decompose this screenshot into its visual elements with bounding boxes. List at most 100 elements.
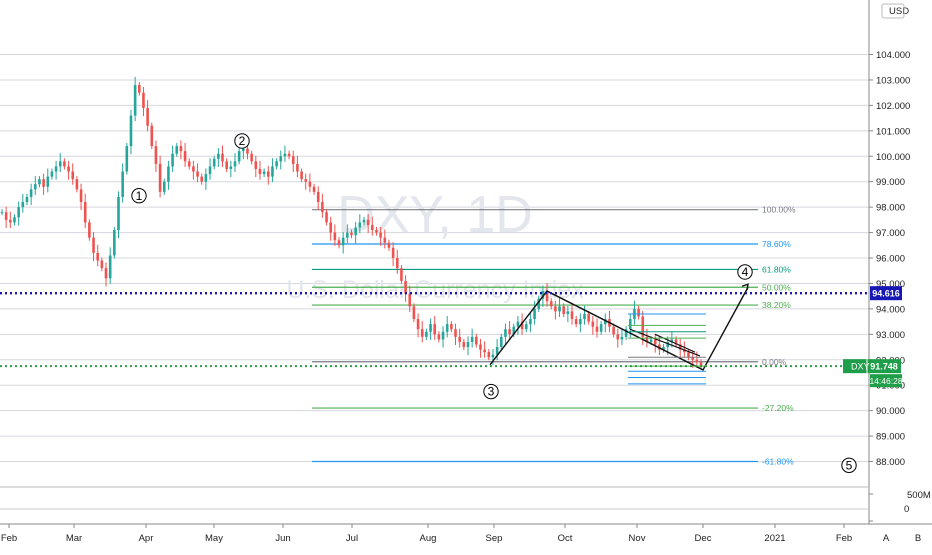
- candle-body: [208, 166, 212, 175]
- candle-body: [291, 156, 295, 164]
- candle-body: [678, 344, 682, 350]
- level-price-tag: [870, 286, 902, 301]
- candle-body: [649, 339, 653, 342]
- candle-body: [138, 85, 141, 93]
- candle-body: [296, 163, 299, 172]
- candle-body: [212, 158, 216, 167]
- candle-body: [158, 163, 162, 192]
- candle-body: [246, 148, 249, 154]
- time-tick-label: Sep: [486, 533, 503, 544]
- volume-tick-label: 0: [904, 504, 909, 515]
- candle-body: [113, 230, 116, 256]
- time-axis[interactable]: Feb Mar Apr May Jun Jul Aug Sep Oct Nov Dec 2021 Feb: [0, 523, 932, 544]
- candle-body: [129, 115, 133, 147]
- level-price-value: 94.616: [872, 289, 900, 299]
- candle-body: [108, 255, 112, 279]
- price-tick-label: 88.000: [876, 457, 905, 468]
- candle-body: [583, 313, 586, 320]
- candle-body: [25, 196, 29, 203]
- candle-body: [683, 349, 686, 353]
- candle-body: [354, 227, 357, 236]
- candle-body: [0, 212, 4, 214]
- candle-body: [54, 166, 58, 172]
- candle-body: [416, 319, 420, 330]
- candle-body: [29, 189, 33, 197]
- watermark: DXY, 1D U.S. Dollar Currency Index: [286, 186, 584, 304]
- candle-body: [475, 336, 478, 345]
- candle-body: [645, 336, 649, 342]
- candle-body: [641, 316, 645, 337]
- candle-body: [196, 171, 199, 177]
- candle-body: [479, 344, 482, 350]
- candle-body: [329, 222, 332, 233]
- candle-body: [512, 326, 516, 335]
- candle-body: [142, 92, 145, 108]
- candle-body: [117, 196, 120, 231]
- candle-body: [262, 171, 266, 175]
- wave-label: 1: [136, 189, 143, 203]
- candle-body: [13, 217, 16, 223]
- candle-body: [637, 308, 640, 317]
- candle-body: [616, 334, 620, 340]
- log-scale-button[interactable]: B: [915, 533, 921, 544]
- wave-label: 2: [239, 134, 246, 148]
- candle-body: [379, 232, 382, 238]
- currency-label-box: [881, 3, 905, 19]
- time-tick-label: Mar: [66, 533, 82, 544]
- candle-body: [508, 329, 511, 335]
- candle-body: [308, 181, 312, 187]
- wave-label-circle: [841, 457, 857, 474]
- candle-body: [46, 176, 50, 187]
- candle-body: [504, 329, 507, 337]
- candle-body: [179, 146, 183, 152]
- candle-body: [695, 359, 699, 363]
- candle-body: [266, 171, 270, 177]
- candle-body: [146, 107, 149, 126]
- candle-body: [653, 339, 657, 345]
- candle-body: [587, 313, 590, 322]
- candle-body: [321, 202, 324, 213]
- time-tick-label: Oct: [558, 533, 573, 544]
- candle-body: [96, 252, 99, 261]
- candle-body: [495, 347, 499, 355]
- candle-body: [200, 176, 204, 182]
- candle-body: [520, 321, 524, 330]
- candle-body: [17, 207, 20, 218]
- candle-body: [466, 341, 470, 348]
- candle-body: [250, 153, 253, 162]
- candle-body: [283, 153, 287, 157]
- current-price-value: 91.748: [870, 362, 898, 372]
- time-tick-label: Jul: [346, 533, 358, 544]
- candle-body: [271, 166, 274, 177]
- candle-body: [487, 352, 491, 358]
- candle-body: [687, 352, 690, 358]
- channel-line: [629, 328, 701, 357]
- fib-level-label: -27.20%: [762, 403, 794, 413]
- candle-body: [404, 280, 407, 294]
- candle-body: [545, 291, 549, 302]
- candle-body: [350, 232, 353, 236]
- candle-body: [441, 331, 445, 340]
- candle-body: [537, 298, 541, 309]
- candle-body: [38, 179, 41, 185]
- candle-body: [499, 336, 503, 348]
- candle-body: [533, 308, 536, 320]
- candle-body: [391, 247, 395, 258]
- candle-body: [58, 161, 62, 167]
- wave-labels[interactable]: 1 2 3 4 5: [131, 133, 857, 474]
- candle-body: [50, 171, 54, 177]
- candle-body: [88, 222, 91, 238]
- candle-body: [63, 161, 66, 167]
- price-tick-label: 97.000: [876, 228, 905, 239]
- candle-body: [346, 232, 349, 238]
- candle-body: [242, 148, 245, 152]
- channel-line: [654, 333, 696, 353]
- candle-body: [387, 242, 391, 248]
- auto-scale-button[interactable]: A: [883, 533, 890, 544]
- price-tick-label: 100.000: [876, 152, 910, 163]
- time-tick-label: Apr: [139, 533, 154, 544]
- candle-body: [549, 301, 553, 307]
